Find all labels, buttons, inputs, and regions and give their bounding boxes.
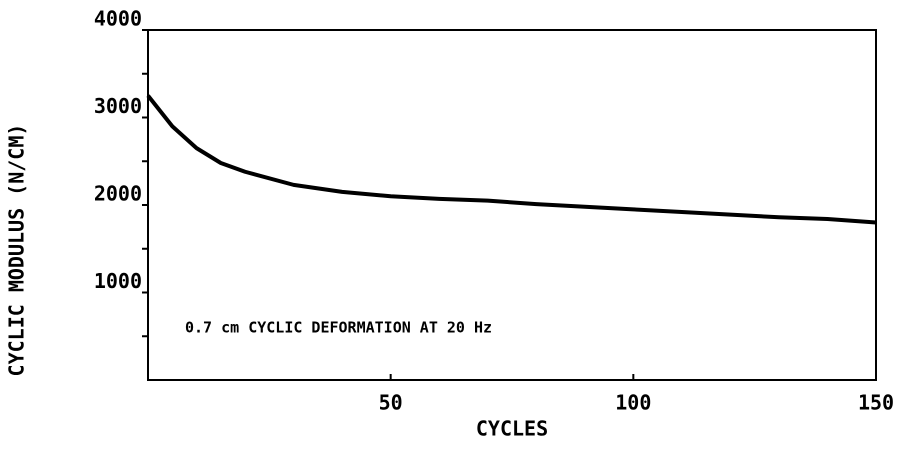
y-tick-label: 4000 [94,7,142,31]
y-tick-label: 1000 [94,269,142,293]
x-tick-label: 150 [858,391,894,415]
x-axis-label: CYCLES [476,417,548,441]
x-tick-label: 50 [379,391,403,415]
y-tick-label: 3000 [94,94,142,118]
annotation: 0.7 cm CYCLIC DEFORMATION AT 20 Hz [185,319,492,337]
y-tick-label: 2000 [94,182,142,206]
data-line [146,94,877,225]
x-tick-label: 100 [615,391,651,415]
y-axis-label: CYCLIC MODULUS (N/CM) [5,124,29,377]
